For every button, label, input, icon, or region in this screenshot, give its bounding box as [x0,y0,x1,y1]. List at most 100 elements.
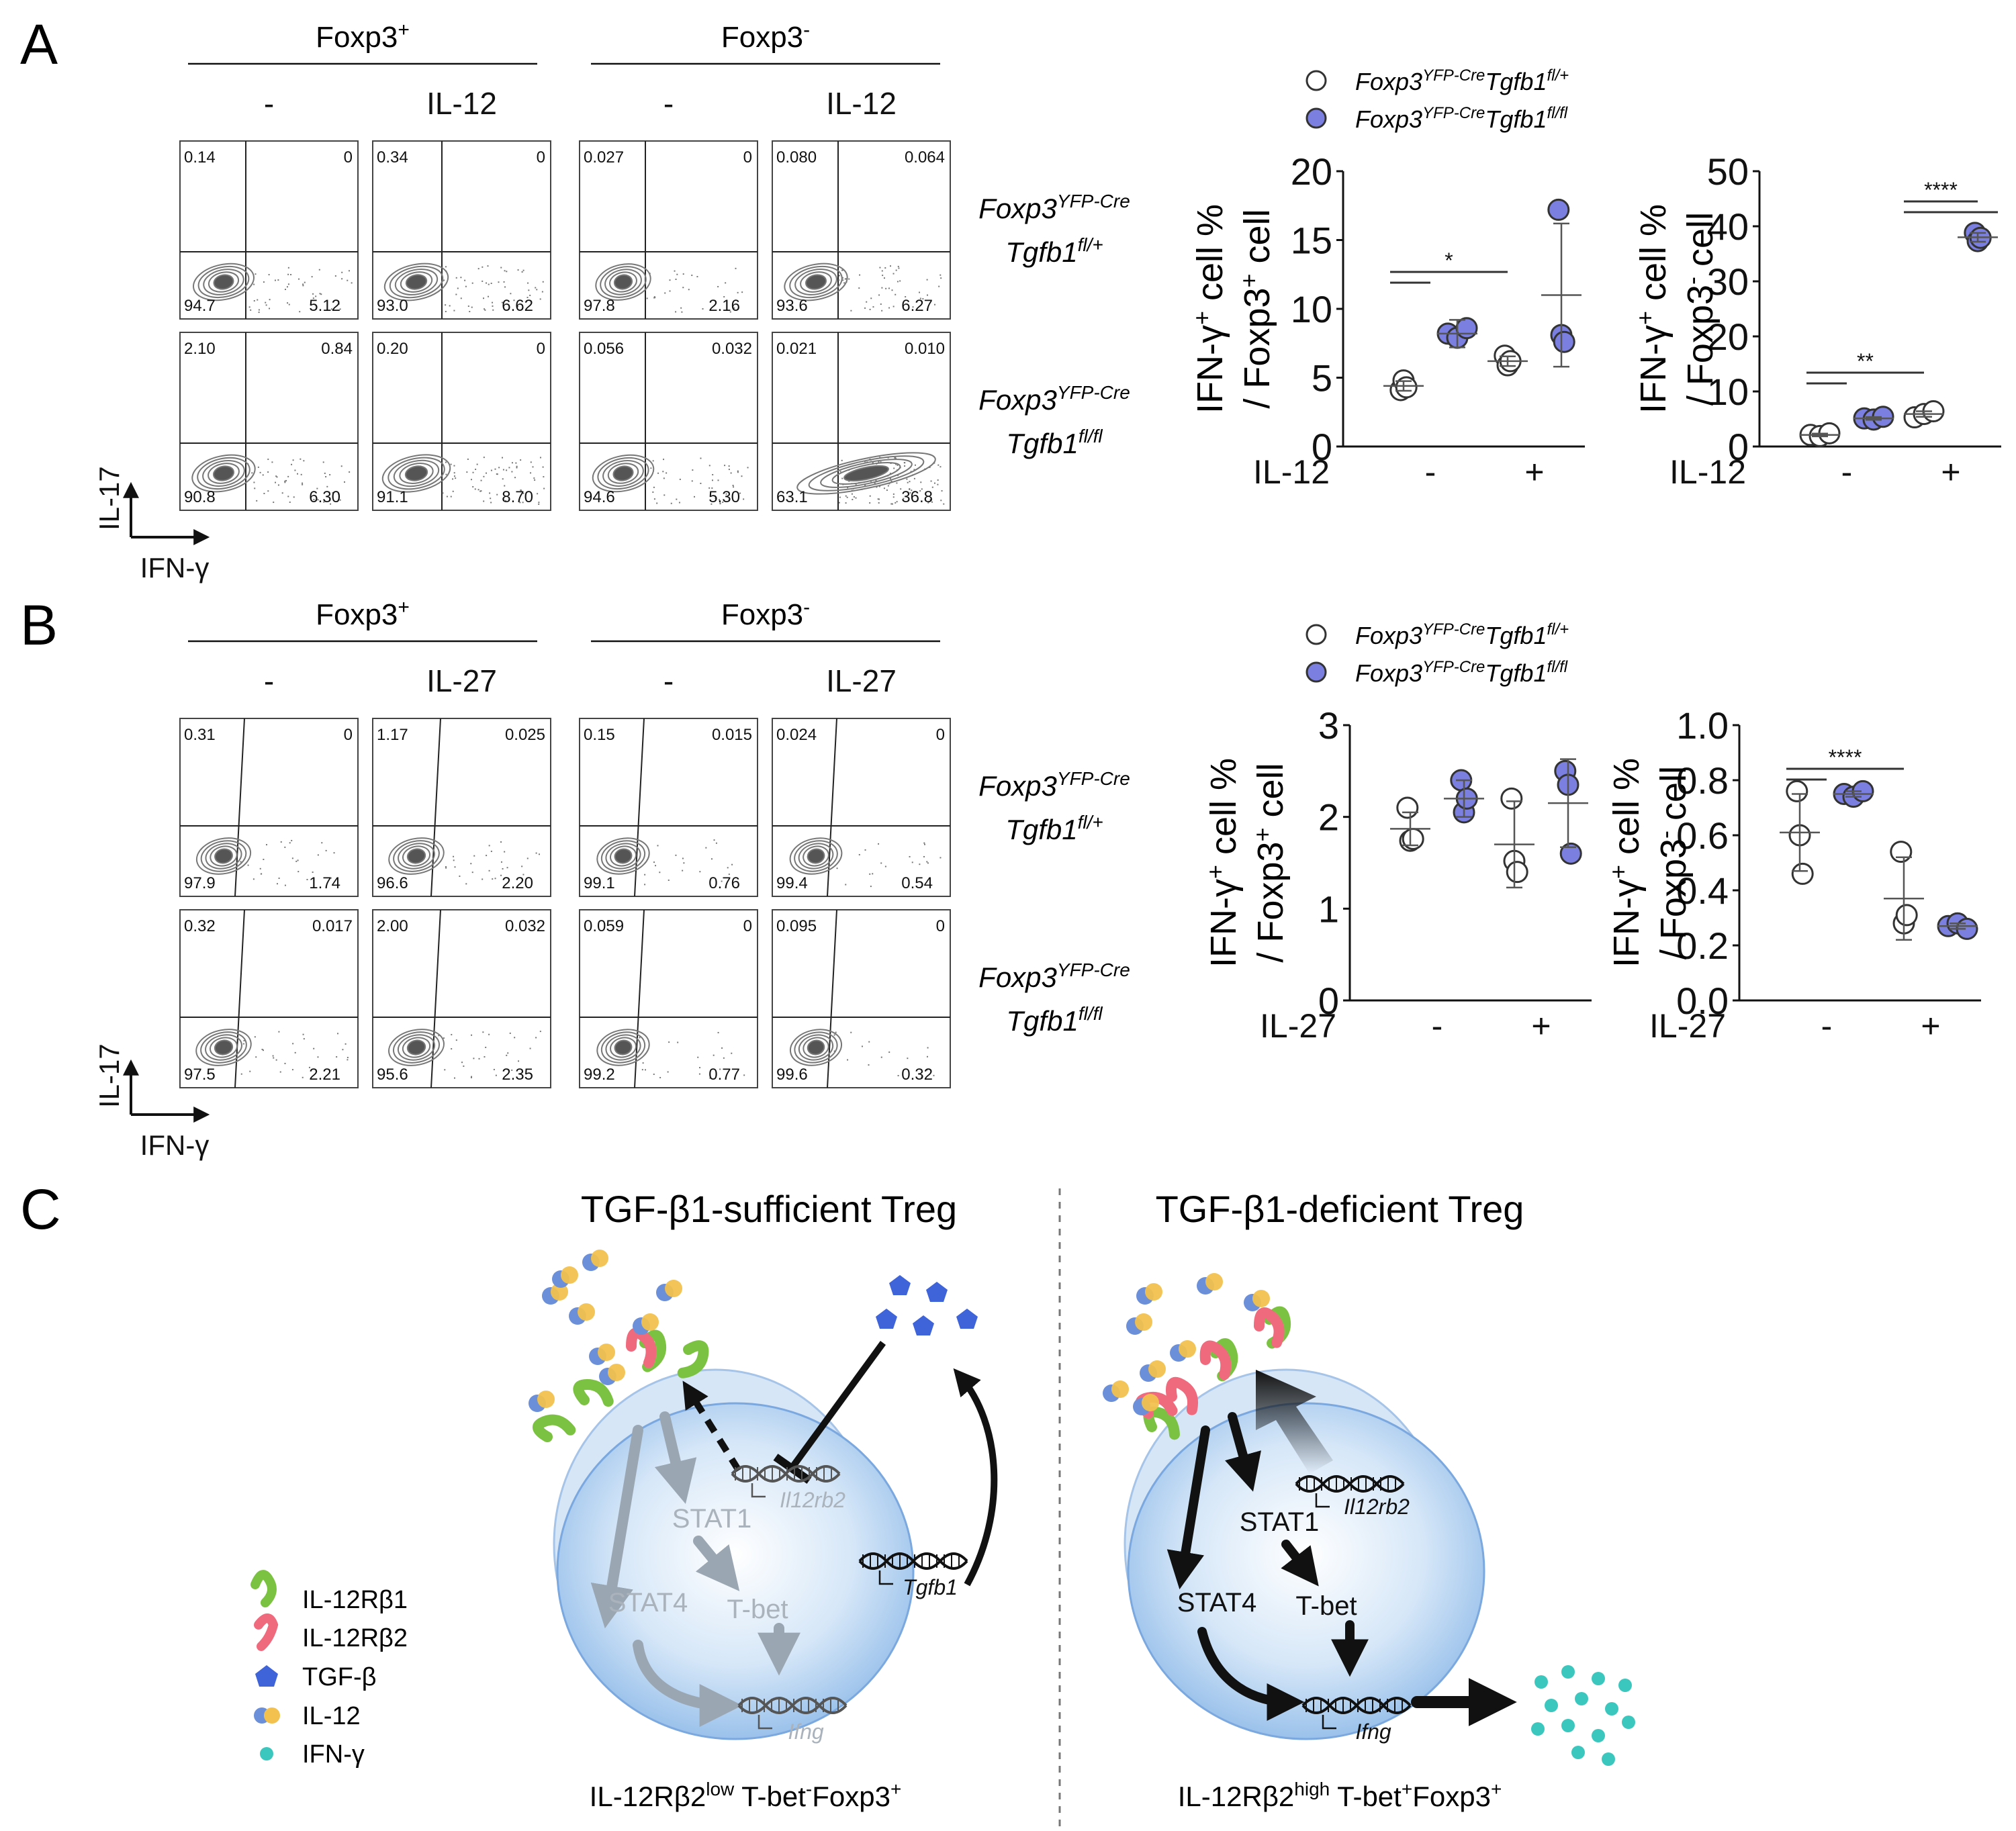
event-dot [731,1052,733,1054]
event-dot [653,861,655,863]
arrow-receptor-stat4 [590,1425,643,1629]
quadrant-value-lr: 2.35 [502,1066,533,1084]
event-dot [258,312,260,314]
quadrant-line [430,718,441,897]
event-dot [321,842,323,844]
event-dot [878,461,880,463]
event-dot [287,273,289,275]
event-dot [934,303,935,306]
event-dot [508,467,510,469]
dna-strand [858,1552,968,1570]
data-point [1395,376,1418,399]
event-dot [700,482,702,484]
quadrant-value-ll: 97.9 [184,874,216,892]
quadrant-value-ur: 0.017 [312,917,353,935]
data-point [1890,841,1913,863]
event-dot [348,270,350,272]
left-gene-ifng: Ifng [788,1720,824,1744]
x-tick-label: + [1524,453,1544,491]
event-dot [881,270,883,272]
tgfb1-gene [858,1552,968,1585]
event-dot [265,301,267,303]
event-dot [302,483,304,485]
event-dot [858,853,860,855]
event-dot [904,465,906,467]
il12rb2-receptor [1165,1376,1199,1415]
scatter-chart: 0 1 2 3 IFN-γ+ cell %/ Foxp3+ cell IL-27 - + [1201,704,1592,1045]
event-dot [644,884,646,886]
y-tick-label: 0 [1728,426,1749,468]
x-tick-label: - [1841,453,1853,491]
density-contour [609,1037,637,1058]
density-contour [210,845,238,867]
event-dot [682,870,684,872]
event-dot [492,305,494,307]
event-dot [747,467,749,469]
event-dot [505,500,507,502]
event-dot [737,471,739,473]
event-dot [297,859,299,861]
y-tick-label: 0.8 [1676,759,1729,802]
density-contour [613,274,633,290]
event-dot [923,842,925,844]
y-tick-label: 1.0 [1676,704,1729,747]
density-contour [214,1039,234,1055]
quadrant-value-ll: 94.6 [584,488,615,506]
quadrant-value-ll: 97.5 [184,1066,216,1084]
event-dot [256,500,258,502]
quadrant-value-ll: 95.6 [377,1066,408,1084]
event-dot [484,309,486,311]
event-dot [880,461,882,463]
density-contour [208,463,240,484]
pink-receptor-icon [254,1613,279,1651]
quadrant-value-ul: 0.31 [184,726,216,744]
event-dot [288,303,290,306]
event-dot [723,1057,725,1059]
event-dot [267,490,269,492]
event-dot [254,1036,256,1038]
event-dot [240,1073,242,1075]
event-dot [911,861,913,863]
left-black-arrows [682,1341,998,1587]
event-dot [889,473,891,475]
y-axis-label: IFN-γ+ cell % [1604,758,1647,968]
event-dot [465,883,467,885]
event-dot [322,461,324,463]
event-dot [888,483,890,485]
event-dot [538,853,540,855]
event-dot [897,1075,899,1077]
event-dot [839,496,841,498]
genotype-label: Tgfb1fl/fl [1006,426,1103,459]
event-dot [880,862,882,864]
event-dot [694,496,696,498]
quadrant-value-lr: 0.76 [708,874,740,892]
density-contour [794,1031,838,1064]
left-gene-il12rb2: Il12rb2 [780,1488,845,1512]
density-contour [205,1034,242,1061]
event-dot [476,463,478,465]
quadrant-value-ur: 0.032 [712,340,752,358]
event-dot [872,462,874,464]
event-dot [880,303,882,305]
event-dot [453,472,455,474]
il12-dimer [1145,1283,1162,1301]
event-dot [347,279,349,281]
quadrant-value-ll: 96.6 [377,874,408,892]
event-dot [895,463,897,465]
x-axis-title: IL-27 [1649,1007,1726,1045]
event-dot [730,472,732,474]
event-dot [275,1059,277,1061]
quadrant-value-ur: 0.064 [905,148,945,167]
event-dot [520,1073,522,1075]
event-dot [543,476,545,478]
event-dot [312,297,314,299]
quadrant-value-ll: 93.0 [377,297,408,315]
event-dot [339,499,341,501]
event-dot [450,463,452,465]
event-dot [516,465,518,467]
left-stat4-label: STAT4 [608,1588,688,1617]
event-dot [453,310,455,312]
event-dot [717,479,719,481]
quadrant-value-ur: 0.032 [505,917,545,935]
event-dot [847,1059,849,1061]
